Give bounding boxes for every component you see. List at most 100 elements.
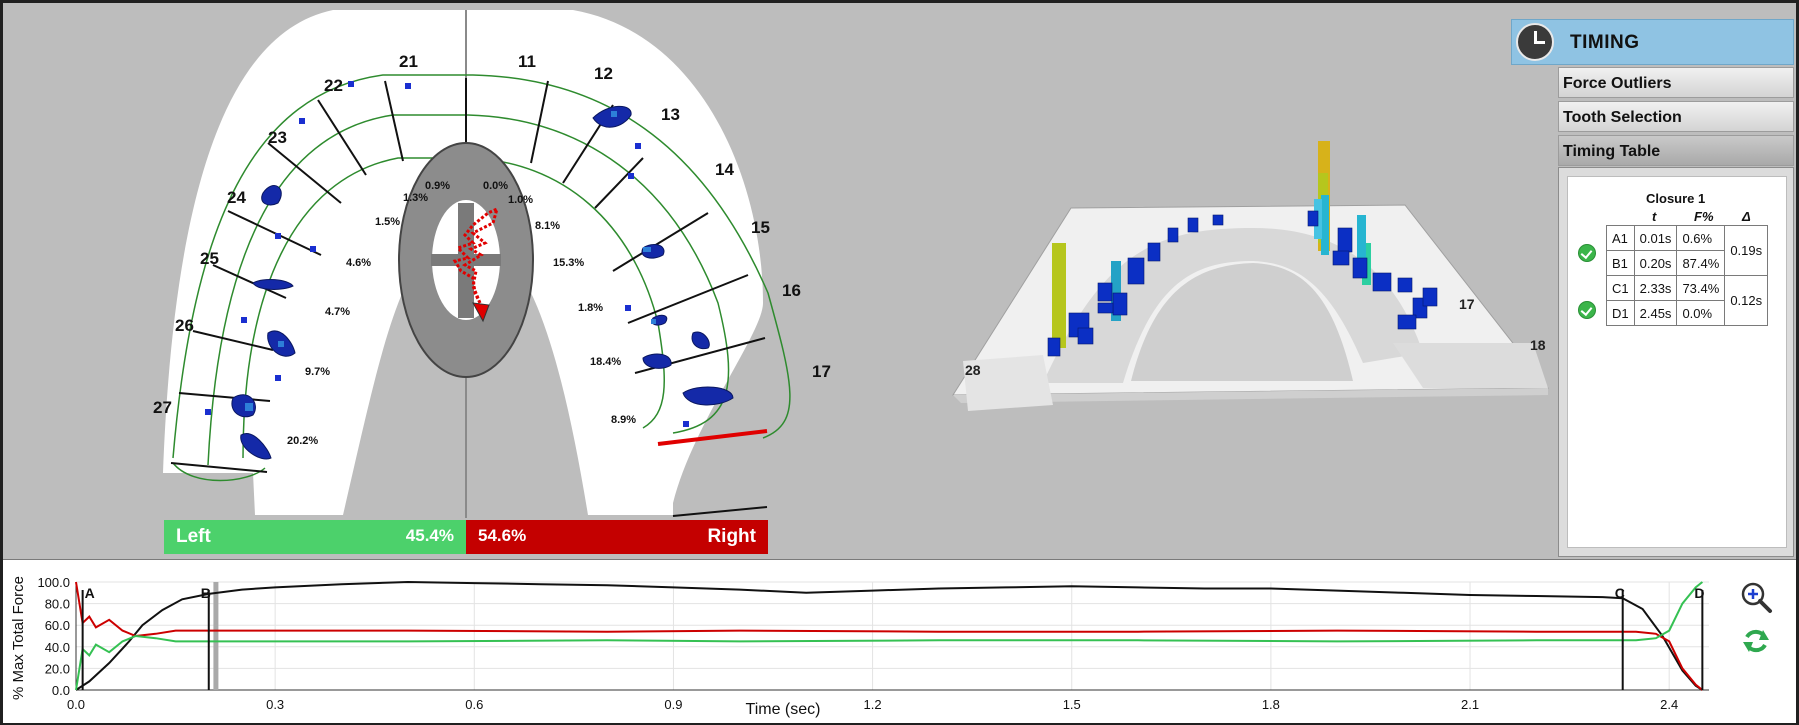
marker-label-d: D [1694, 585, 1704, 601]
row-force: 0.6% [1676, 225, 1726, 251]
arch-outline-left-end [172, 462, 266, 482]
row-force: 73.4% [1676, 275, 1726, 301]
3d-label-17: 17 [1459, 296, 1475, 312]
table-row[interactable]: B1 0.20s 87.4% [1606, 250, 1768, 276]
balance-left-value: 45.4% [405, 526, 454, 545]
right-boundary-line [657, 429, 768, 446]
y-tick-label: 60.0 [45, 618, 70, 633]
y-tick-label: 20.0 [45, 661, 70, 676]
tooth-pct-21: 0.9% [425, 180, 450, 192]
section-timing-table[interactable]: Timing Table [1558, 135, 1794, 166]
tooth-pct-25: 4.7% [325, 306, 350, 318]
table-row[interactable]: D1 2.45s 0.0% [1606, 300, 1768, 326]
timing-table: A1 0.01s 0.6% 0.19s B1 0.20s 87.4% C1 2.… [1606, 225, 1769, 326]
row-id: D1 [1606, 300, 1635, 326]
occlusion-3d-view[interactable]: 28 17 18 [3, 3, 1563, 423]
occlusion-2d-view[interactable]: 21 11 22 12 23 13 24 14 25 15 26 16 27 1… [3, 3, 1003, 559]
tooth-pct-16: 18.4% [590, 356, 621, 368]
tooth-label-27: 27 [153, 398, 172, 417]
refresh-icon[interactable] [1741, 626, 1771, 656]
column-header-t: t [1652, 209, 1657, 224]
tooth-label-12: 12 [594, 64, 613, 83]
tooth-label-21: 21 [399, 52, 418, 71]
marker-label-c: C [1615, 585, 1625, 601]
tooth-separators [170, 78, 766, 473]
x-tick-label: 0.0 [67, 697, 85, 712]
arch-outline-outer [172, 74, 791, 459]
balance-left-bar: Left 45.4% [164, 520, 466, 554]
row-time: 2.45s [1633, 300, 1678, 326]
cof-trajectory [452, 206, 500, 304]
tooth-pct-14: 15.3% [553, 257, 584, 269]
timing-table-body: Closure 1 t F% Δ A1 0.01s 0.6% 0.19s B1 … [1558, 167, 1794, 557]
tooth-label-22: 22 [324, 76, 343, 95]
marker-label-b: B [201, 585, 211, 601]
series-line-1 [75, 581, 1704, 691]
arch-shape [163, 10, 763, 515]
3d-base-edge [953, 388, 1548, 403]
timing-panel-header[interactable]: TIMING [1511, 19, 1794, 65]
x-tick-label: 0.9 [664, 697, 682, 712]
tooth-pct-11: 0.0% [483, 180, 508, 192]
tooth-pct-27: 20.2% [287, 435, 318, 447]
balance-left-label: Left [176, 526, 211, 547]
x-tick-label: 0.6 [465, 697, 483, 712]
tooth-label-26: 26 [175, 316, 194, 335]
contact-blobs [231, 105, 734, 460]
row-time: 2.33s [1633, 275, 1678, 301]
table-row[interactable]: A1 0.01s 0.6% 0.19s [1606, 225, 1769, 276]
table-row[interactable]: C1 2.33s 73.4% 0.12s [1606, 275, 1769, 326]
x-tick-label: 1.2 [864, 697, 882, 712]
closure-title: Closure 1 [1646, 191, 1706, 206]
balance-right-value: 54.6% [478, 526, 527, 545]
contact-dots [205, 81, 689, 427]
series-line-0 [75, 580, 1703, 691]
tooth-label-25: 25 [200, 249, 219, 268]
3d-force-bars [1052, 141, 1371, 348]
balance-right-label: Right [707, 526, 756, 547]
row-force: 87.4% [1676, 250, 1726, 276]
contact-highlights [245, 111, 656, 411]
timing-panel: TIMING Force Outliers Tooth Selection Ti… [1511, 19, 1794, 559]
force-time-chart[interactable]: 100.0 80.0 60.0 40.0 20.0 0.00.0 0.3 0.6 0.9 1.2 1… [3, 560, 1728, 723]
tooth-pct-23: 1.5% [375, 216, 400, 228]
x-tick-label: 1.8 [1262, 697, 1280, 712]
row-time: 0.01s [1633, 225, 1678, 251]
tooth-label-11: 11 [518, 52, 536, 71]
tooth-pct-22: 1.3% [403, 192, 428, 204]
y-tick-label: 80.0 [45, 597, 70, 612]
y-tick-label: 100.0 [37, 575, 70, 590]
timing-panel-title: TIMING [1570, 32, 1640, 53]
x-axis-label: Time (sec) [746, 701, 821, 718]
zoom-in-icon[interactable] [1739, 580, 1773, 614]
3d-contact-blocks [1047, 210, 1438, 357]
timing-table-container: Closure 1 t F% Δ A1 0.01s 0.6% 0.19s B1 … [1567, 176, 1787, 548]
balance-right-bar: 54.6% Right [466, 520, 768, 554]
column-header-delta: Δ [1742, 209, 1751, 224]
tooth-label-23: 23 [268, 128, 287, 147]
column-header-f: F% [1694, 209, 1714, 224]
tooth-label-16: 16 [782, 281, 801, 300]
3d-arch-center [1131, 263, 1353, 381]
selection-marker[interactable] [213, 582, 219, 690]
row-delta: 0.12s [1724, 275, 1769, 326]
tooth-pct-13: 8.1% [535, 220, 560, 232]
tooth-pct-17: 8.9% [611, 414, 636, 426]
tooth-label-13: 13 [661, 105, 680, 124]
3d-left-end [963, 355, 1053, 411]
x-tick-label: 2.4 [1660, 697, 1678, 712]
row-id: C1 [1606, 275, 1635, 301]
section-force-outliers[interactable]: Force Outliers [1558, 67, 1794, 98]
x-tick-label: 2.1 [1461, 697, 1479, 712]
arch-outline-mid [207, 114, 730, 466]
tooth-label-17: 17 [812, 362, 831, 381]
series-line-2 [75, 581, 1704, 691]
3d-label-18: 18 [1530, 337, 1546, 353]
3d-right-end [1393, 343, 1548, 388]
tooth-pct-12: 1.0% [508, 194, 533, 206]
tooth-label-15: 15 [751, 218, 770, 237]
row-id: A1 [1606, 225, 1635, 251]
row-id: B1 [1606, 250, 1635, 276]
section-tooth-selection[interactable]: Tooth Selection [1558, 101, 1794, 132]
